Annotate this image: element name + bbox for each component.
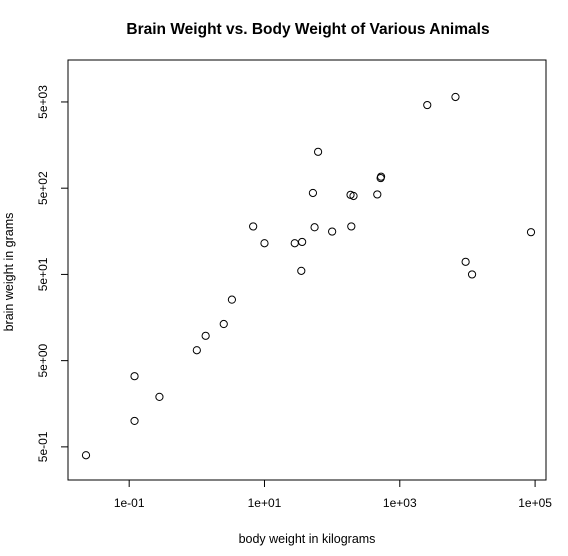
data-point — [376, 172, 386, 181]
x-tick-label: 1e+01 — [248, 496, 282, 510]
data-point — [526, 228, 536, 237]
data-point — [249, 222, 258, 231]
data-point — [130, 372, 139, 381]
y-tick-label: 5e+01 — [36, 257, 50, 291]
chart-title: Brain Weight vs. Body Weight of Various … — [126, 21, 489, 38]
plot-area-frame — [67, 59, 547, 481]
data-point — [313, 147, 323, 156]
x-axis-label: body weight in kilograms — [239, 532, 376, 546]
data-point — [423, 100, 432, 110]
data-point — [227, 295, 237, 304]
data-point — [467, 270, 477, 279]
data-point — [298, 237, 307, 247]
data-point — [347, 222, 356, 231]
data-point — [192, 346, 201, 355]
data-points — [81, 92, 536, 460]
data-point — [373, 190, 382, 199]
data-point — [81, 451, 91, 460]
data-point — [308, 188, 318, 198]
data-point — [328, 227, 337, 236]
data-point — [310, 223, 319, 232]
y-axis: 5e-01 5e+00 5e+01 5e+02 5e+03 — [36, 85, 69, 462]
data-point — [290, 239, 299, 248]
y-tick-label: 5e+03 — [36, 85, 50, 119]
data-point — [201, 331, 210, 340]
data-point — [349, 191, 358, 201]
y-tick-label: 5e+00 — [36, 343, 50, 377]
x-tick-label: 1e+03 — [383, 496, 417, 510]
y-tick-label: 5e-01 — [36, 431, 50, 462]
data-point — [155, 392, 164, 401]
x-axis: 1e-01 1e+01 1e+03 1e+05 — [114, 479, 552, 510]
x-tick-label: 1e-01 — [114, 496, 145, 510]
data-point — [219, 319, 228, 329]
x-tick-label: 1e+05 — [518, 496, 552, 510]
data-point — [297, 266, 306, 275]
data-point — [451, 92, 460, 102]
data-point — [461, 257, 470, 266]
y-axis-label: brain weight in grams — [2, 213, 16, 332]
y-tick-label: 5e+02 — [36, 171, 50, 205]
data-point — [130, 416, 139, 426]
data-point — [260, 239, 269, 248]
